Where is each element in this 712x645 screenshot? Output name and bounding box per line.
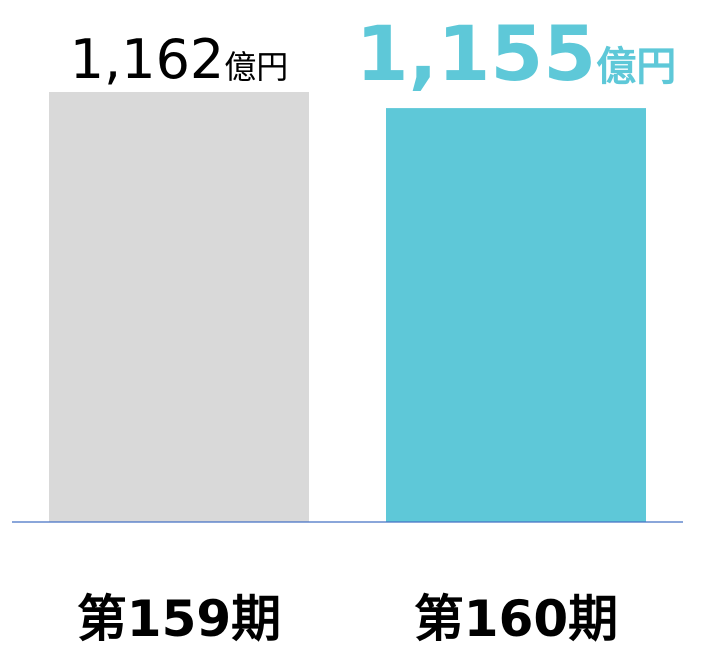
value-number: 1,155 (356, 9, 596, 98)
bar (49, 92, 309, 522)
x-tick-label: 第160期 (414, 590, 618, 645)
bar (386, 108, 646, 523)
value-label: 1,155億円 (356, 9, 676, 98)
value-unit: 億円 (596, 44, 676, 90)
value-label: 1,162億円 (70, 28, 289, 91)
value-number: 1,162 (70, 28, 225, 91)
value-unit: 億円 (224, 48, 288, 86)
x-tick-label: 第159期 (77, 590, 281, 645)
